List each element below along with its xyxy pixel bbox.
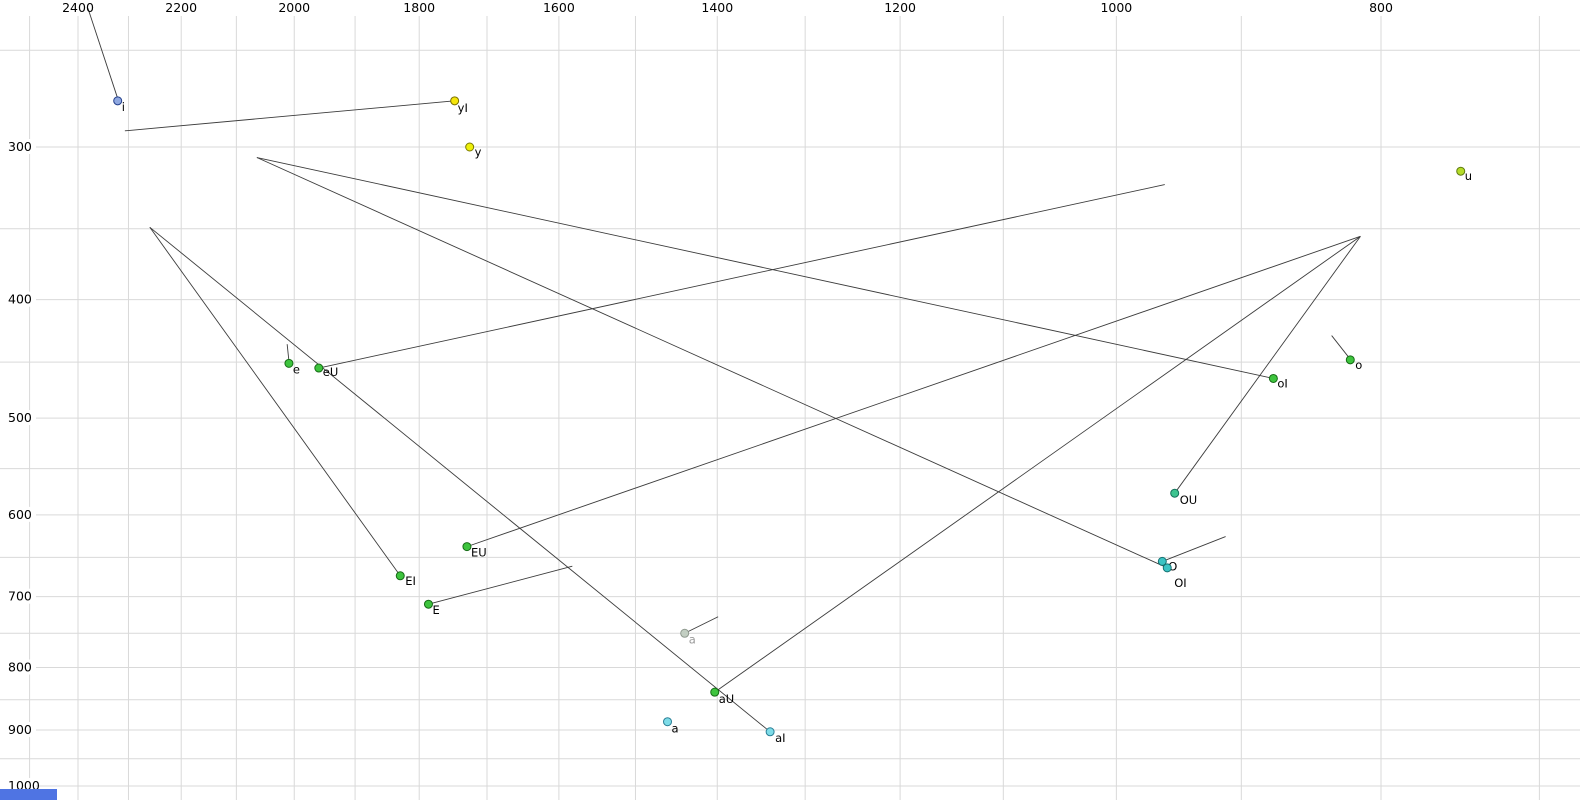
vowel-point-y[interactable] xyxy=(465,142,475,152)
y-tick-label-bg xyxy=(0,410,36,426)
vowel-point-i[interactable] xyxy=(113,96,123,106)
vowel-label-i: i xyxy=(122,100,125,114)
vowel-point-EI[interactable] xyxy=(395,571,405,581)
aI-glide-line xyxy=(149,226,771,733)
y-tick-label-bg xyxy=(0,722,36,738)
vowel-label-oI: oI xyxy=(1277,376,1287,390)
vowel-point-a[interactable] xyxy=(663,717,673,727)
bottom-left-blue-strip xyxy=(0,789,57,800)
vowel-point-OU[interactable] xyxy=(1170,488,1180,498)
vowel-label-a: a xyxy=(672,722,679,736)
e-tick-line xyxy=(286,344,290,362)
eU-glide-line xyxy=(318,184,1165,369)
vowel-label-EI: EI xyxy=(405,574,416,588)
y-tick-label-bg xyxy=(0,659,36,675)
vowel-label-eU: eU xyxy=(323,365,339,379)
y-tick-label: 600 xyxy=(8,507,32,522)
O-tick-line xyxy=(1162,536,1226,562)
vowel-label-OI: OI xyxy=(1174,576,1186,590)
vowel-label-yI: yI xyxy=(458,101,468,115)
y-tick-label: 800 xyxy=(8,660,32,675)
OU-glide-line xyxy=(1174,236,1361,494)
vowel-label-a: a xyxy=(689,632,696,646)
x-tick-label: 2000 xyxy=(278,0,310,15)
vowel-point-EU[interactable] xyxy=(462,542,472,552)
y-tick-label-bg xyxy=(0,588,36,604)
y-tick-label-bg xyxy=(0,291,36,307)
x-tick-label: 1800 xyxy=(403,0,435,15)
i-leader-line xyxy=(87,8,118,98)
y-tick-label: 700 xyxy=(8,589,32,604)
E-tick-line xyxy=(428,565,573,605)
vowel-label-e: e xyxy=(293,362,300,376)
y-tick-label: 400 xyxy=(8,292,32,307)
y-tick-label: 300 xyxy=(8,139,32,154)
vowel-point-E[interactable] xyxy=(423,599,433,609)
vowel-point-a[interactable] xyxy=(680,628,690,638)
aU-glide-line xyxy=(714,235,1361,693)
vowel-label-y: y xyxy=(475,145,482,159)
x-tick-label: 1400 xyxy=(701,0,733,15)
oI-glide-line xyxy=(256,157,1274,379)
y-tick-label-bg xyxy=(0,139,36,154)
a-tick-line xyxy=(684,616,719,634)
vowel-point-e[interactable] xyxy=(284,358,294,368)
y-tick-label-bg xyxy=(0,506,36,522)
vowel-point-aU[interactable] xyxy=(710,687,720,697)
x-tick-label: 2400 xyxy=(62,0,94,15)
y-tick-label: 900 xyxy=(8,722,32,737)
EI-glide-line xyxy=(149,227,401,577)
x-tick-label: 1600 xyxy=(543,0,575,15)
x-tick-label: 800 xyxy=(1369,0,1393,15)
vowel-point-o[interactable] xyxy=(1345,355,1355,365)
x-tick-label: 1200 xyxy=(884,0,916,15)
yI-glide-line xyxy=(124,100,455,132)
x-tick-label: 2200 xyxy=(165,0,197,15)
vowel-point-OI[interactable] xyxy=(1162,563,1172,573)
vowel-label-o: o xyxy=(1355,358,1362,372)
OI-glide-line xyxy=(256,157,1168,569)
vowel-point-yI[interactable] xyxy=(450,96,460,106)
EU-glide-line xyxy=(466,235,1361,548)
vowel-label-EU: EU xyxy=(471,546,487,560)
x-tick-label: 1000 xyxy=(1100,0,1132,15)
vowel-label-E: E xyxy=(432,603,439,617)
vowel-label-aU: aU xyxy=(719,692,734,706)
vowel-label-OU: OU xyxy=(1180,493,1197,507)
vowel-label-u: u xyxy=(1465,169,1472,183)
vowel-point-oI[interactable] xyxy=(1268,373,1278,383)
vowel-label-O: O xyxy=(1168,559,1177,573)
vowel-point-O[interactable] xyxy=(1157,556,1167,566)
vowel-point-aI[interactable] xyxy=(765,727,775,737)
vowel-point-u[interactable] xyxy=(1456,166,1466,176)
vowel-point-eU[interactable] xyxy=(314,363,324,373)
y-tick-label: 500 xyxy=(8,410,32,425)
vowel-label-aI: aI xyxy=(775,731,785,745)
o-tick-line xyxy=(1331,335,1350,358)
